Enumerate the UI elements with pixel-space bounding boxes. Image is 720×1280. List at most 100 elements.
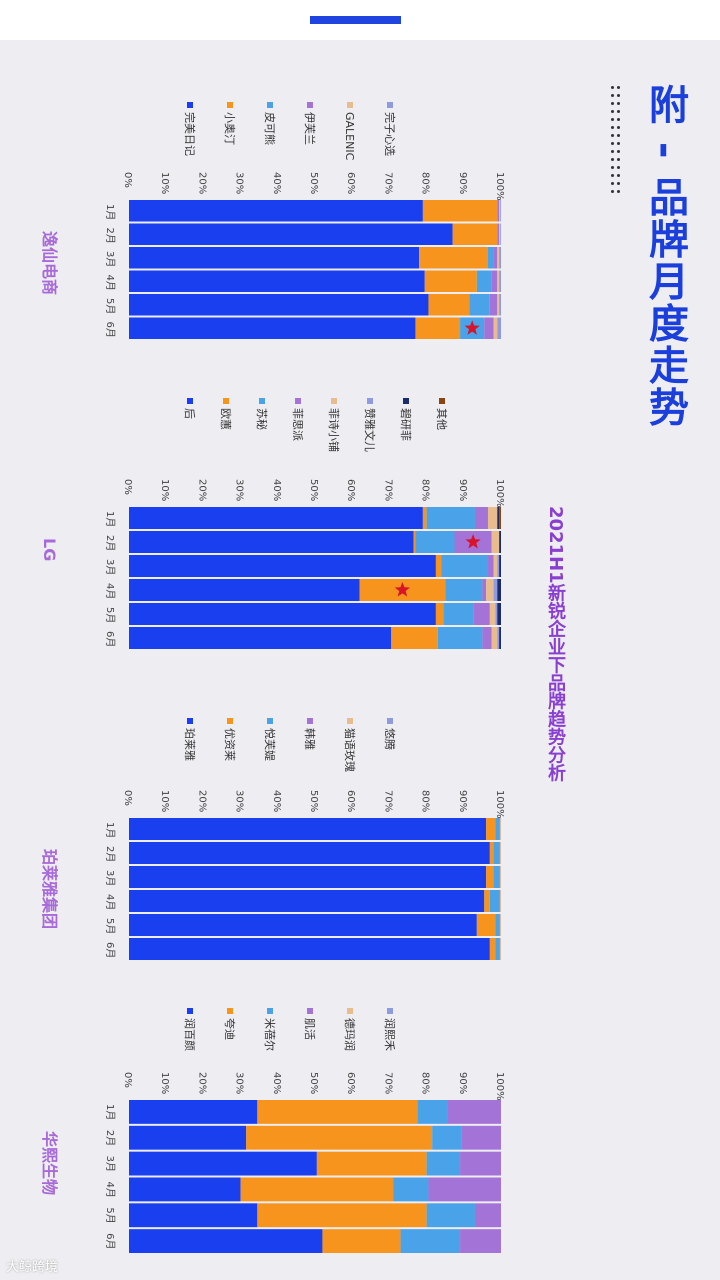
tick-label: 60% <box>345 1072 356 1094</box>
legend-swatch <box>347 1008 353 1014</box>
bar-segment <box>432 1125 462 1150</box>
bar-segment <box>473 603 490 625</box>
legend-swatch <box>295 398 301 404</box>
legend-swatch <box>307 102 313 108</box>
title-dot <box>611 166 614 169</box>
bar-segment <box>452 223 498 245</box>
title-dot <box>611 126 614 129</box>
legend-swatch <box>267 1008 273 1014</box>
bar-segment <box>499 247 501 269</box>
bar-segment <box>129 842 490 864</box>
bar-segment <box>499 270 501 292</box>
bar-segment <box>495 914 500 936</box>
title-dot <box>617 118 620 121</box>
bar-segment <box>435 603 444 625</box>
bar-segment <box>129 1125 247 1150</box>
legend-swatch <box>187 718 193 724</box>
bar-segment <box>476 914 496 936</box>
bar-segment <box>499 294 501 316</box>
bar-segment <box>493 842 500 864</box>
legend-swatch <box>223 398 229 404</box>
tick-label: 70% <box>382 479 393 501</box>
bar-segment <box>426 507 475 529</box>
watermark-text: 大鲸跨境 <box>6 1260 59 1275</box>
legend-label: 润百颜 <box>183 1018 197 1051</box>
bar-segment <box>499 890 501 912</box>
legend-swatch <box>187 398 193 404</box>
bar-segment <box>491 531 500 553</box>
bar-segment <box>129 818 487 840</box>
bar-segment <box>500 200 502 222</box>
bar-segment <box>497 294 500 316</box>
legend-label: 肌活 <box>303 1018 316 1040</box>
bar-segment <box>322 1229 401 1253</box>
legend-label: 欧蕙 <box>219 408 232 430</box>
legend-swatch <box>367 398 373 404</box>
tick-label: 40% <box>271 172 282 194</box>
tick-label: 80% <box>420 479 431 501</box>
bar-segment <box>500 223 502 245</box>
bar-segment <box>500 818 502 840</box>
page-title: 附 - 品牌月度走势 <box>642 84 688 429</box>
title-dots-decoration <box>611 86 621 198</box>
legend-swatch <box>347 102 353 108</box>
title-dot <box>617 110 620 113</box>
title-dot <box>611 158 614 161</box>
highlight-star-icon <box>394 582 410 597</box>
tick-label: 90% <box>457 790 468 812</box>
category-label: 2月 <box>104 846 116 862</box>
highlight-star-icon <box>465 534 481 549</box>
category-label: 5月 <box>104 298 116 314</box>
title-dot <box>617 150 620 153</box>
bar-segment <box>415 317 461 339</box>
bar-segment <box>499 818 501 840</box>
bar-segment <box>499 555 501 577</box>
category-label: 1月 <box>104 204 116 220</box>
bar-segment <box>489 890 500 912</box>
tick-label: 40% <box>271 790 282 812</box>
bar-segment <box>499 531 501 553</box>
bar-segment <box>500 842 502 864</box>
bar-segment <box>129 938 490 960</box>
legend-label: 优资莱 <box>223 728 236 761</box>
bar-segment <box>445 579 483 601</box>
title-dot <box>617 166 620 169</box>
tick-label: 10% <box>159 1072 170 1094</box>
legend-swatch <box>307 718 313 724</box>
title-dot <box>611 86 614 89</box>
bar-segment <box>495 818 500 840</box>
bar-segment <box>419 247 488 269</box>
legend-swatch <box>387 1008 393 1014</box>
legend-swatch <box>259 398 265 404</box>
tick-label: 60% <box>345 172 356 194</box>
bar-segment <box>129 555 436 577</box>
tick-label: 30% <box>234 479 245 501</box>
bar-segment <box>487 507 498 529</box>
tick-label: 70% <box>382 172 393 194</box>
bar-segment <box>474 507 488 529</box>
legend-label: 皮可熊 <box>263 112 277 145</box>
tick-label: 50% <box>308 790 319 812</box>
bar-segment <box>499 507 501 529</box>
category-label: 2月 <box>104 535 116 551</box>
legend-label: 润熙禾 <box>383 1018 397 1051</box>
bar-segment <box>426 1203 475 1228</box>
bar-segment <box>499 223 501 245</box>
legend-swatch <box>331 398 337 404</box>
bar-segment <box>257 1203 427 1228</box>
bar-segment <box>497 200 500 222</box>
bar-segment <box>129 317 416 339</box>
bar-segment <box>491 627 498 649</box>
bar-segment <box>129 247 420 269</box>
bar-segment <box>487 247 494 269</box>
bar-segment <box>497 247 500 269</box>
tick-label: 0% <box>122 172 133 188</box>
tick-label: 20% <box>196 479 207 501</box>
bar-segment <box>476 270 492 292</box>
category-label: 2月 <box>104 1130 116 1146</box>
category-label: 6月 <box>104 631 116 647</box>
bar-segment <box>484 317 494 339</box>
tick-label: 60% <box>345 790 356 812</box>
bar-segment <box>497 270 500 292</box>
